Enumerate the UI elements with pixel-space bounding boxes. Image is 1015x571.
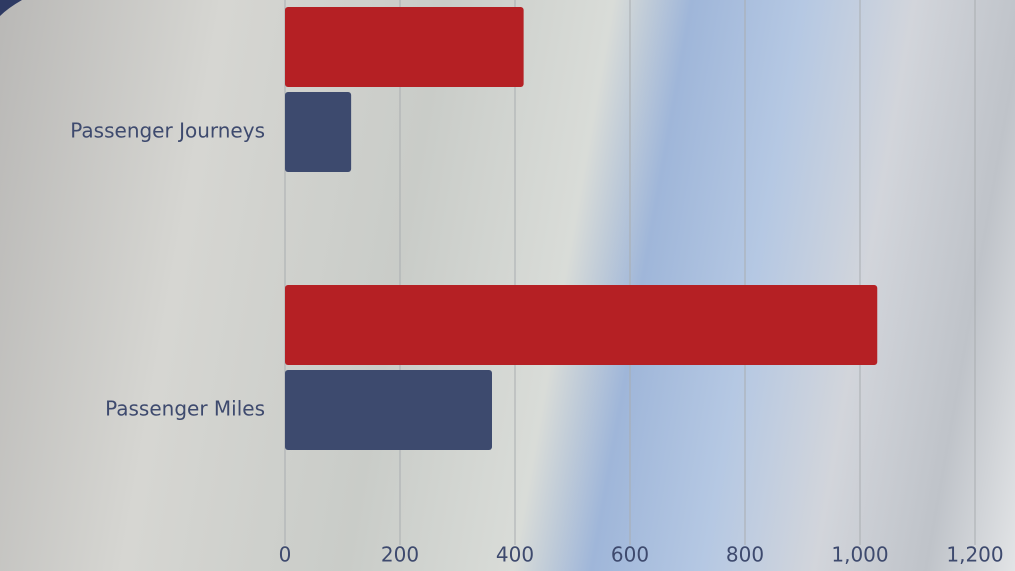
bar: [285, 7, 524, 87]
x-tick-label: 600: [611, 543, 649, 567]
x-tick-label: 1,000: [831, 543, 888, 567]
x-tick-label: 0: [279, 543, 292, 567]
x-tick-label: 400: [496, 543, 534, 567]
bar: [285, 92, 352, 172]
x-tick-label: 200: [381, 543, 419, 567]
corner-decoration: [0, 0, 22, 16]
bar: [285, 370, 492, 450]
y-tick-label: Passenger Journeys: [70, 119, 265, 143]
x-tick-label: 1,200: [946, 543, 1003, 567]
y-tick-label: Passenger Miles: [105, 397, 265, 421]
bar: [285, 285, 878, 365]
x-tick-label: 800: [726, 543, 764, 567]
